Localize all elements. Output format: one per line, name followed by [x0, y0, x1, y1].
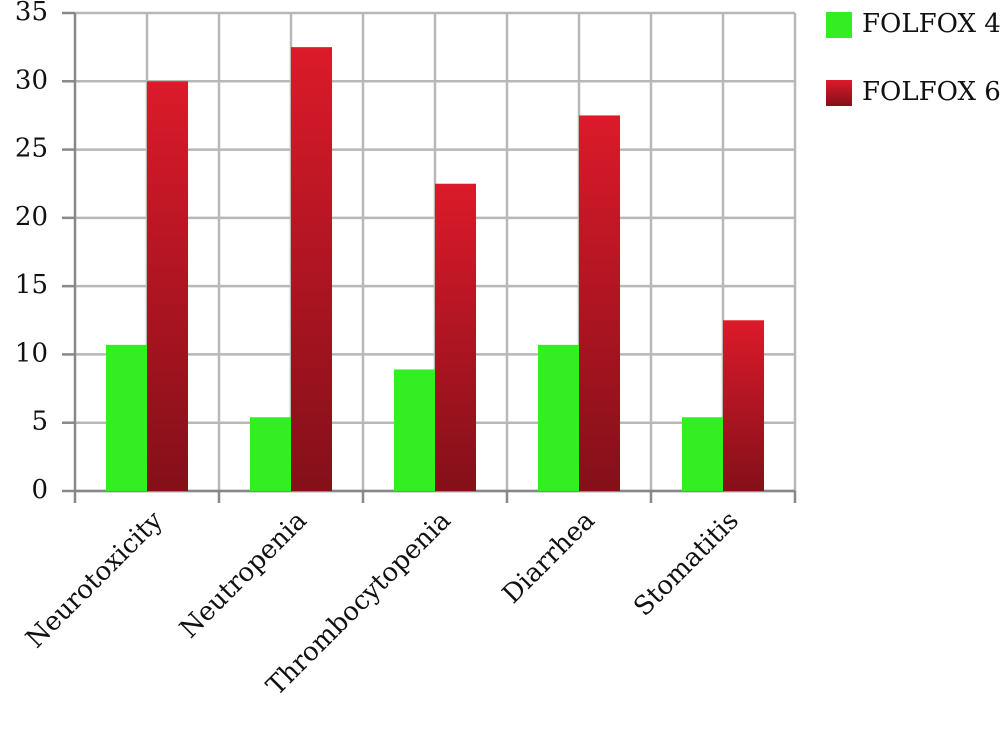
y-tick-label: 35 — [15, 0, 48, 27]
x-tick-label: Stomatitis — [628, 506, 745, 623]
legend-swatch — [826, 12, 852, 38]
bar — [106, 344, 147, 491]
y-tick-label: 0 — [31, 475, 48, 505]
legend-label: FOLFOX 4 — [862, 9, 1000, 39]
bar — [538, 344, 579, 491]
bar — [394, 369, 435, 491]
y-tick-label: 15 — [15, 270, 48, 300]
bar — [435, 183, 476, 491]
y-tick-label: 5 — [31, 407, 48, 437]
legend-label: FOLFOX 6 — [862, 77, 1000, 107]
legend-swatch — [826, 80, 852, 106]
x-tick-label: Neurotoxicity — [20, 505, 169, 654]
y-tick-label: 20 — [15, 202, 48, 232]
bar — [723, 320, 764, 491]
bar — [682, 417, 723, 491]
y-tick-label: 30 — [15, 65, 48, 95]
bar — [147, 81, 188, 492]
x-tick-label: Neutropenia — [174, 506, 313, 645]
y-tick-label: 10 — [15, 338, 48, 368]
y-tick-label: 25 — [15, 134, 48, 164]
x-tick-label: Diarrhea — [497, 506, 601, 610]
bar — [291, 47, 332, 492]
bar — [579, 115, 620, 491]
bar — [250, 417, 291, 491]
